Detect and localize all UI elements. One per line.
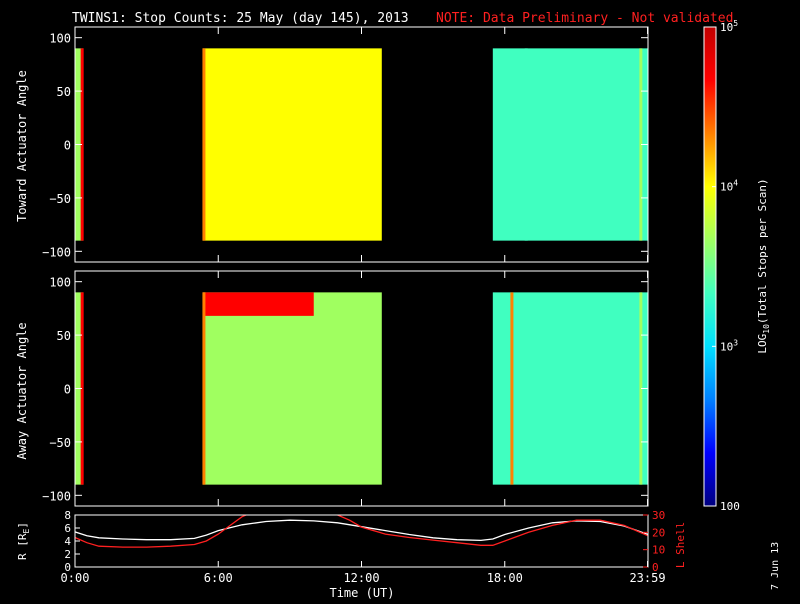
y-tick-label: 0 [64,139,71,153]
colorbar-tick-label: 100 [720,500,740,513]
colorbar-gradient [704,27,716,506]
y-tick-label: 50 [57,329,71,343]
x-tick-label: 18:00 [487,571,523,585]
y-tick-label: 0 [64,383,71,397]
y-tick-label: −100 [42,245,71,259]
y-tick-label-left: 0 [64,561,71,574]
heatmap-segment [492,48,648,241]
away-heatmap-panel: 100 50 0 −50 −100 [42,270,649,507]
colorbar-tick-label: 104 [720,179,738,194]
date-stamp: 7 Jun 13 [770,541,781,590]
colorbar-label: LOG10(Total Stops per Scan) [756,178,771,353]
heatmap-band [202,292,314,316]
colorbar: 105 104 103 100 [703,19,740,513]
r-ylabel: R [RE] [16,522,31,560]
heatmap-feature [524,48,528,241]
y-tick-label-right: 30 [652,509,665,522]
y-tick-label-left: 6 [64,522,71,535]
heatmap-feature [510,292,514,485]
y-tick-label: 50 [57,85,71,99]
x-tick-label: 6:00 [204,571,233,585]
y-tick-label: −100 [42,489,71,503]
colorbar-tick-label: 103 [720,338,738,353]
heatmap-feature [202,292,206,485]
x-tick-label: 0:00 [61,571,90,585]
y-tick-label-left: 4 [64,535,71,548]
y-tick-label-right: 0 [652,561,659,574]
chart-title: TWINS1: Stop Counts: 25 May (day 145), 2… [72,11,409,26]
colorbar-tick-label: 105 [720,19,738,34]
heatmap-feature [80,48,84,241]
colorbar-frame [703,26,717,507]
r-series-line [75,519,648,542]
y-tick-label-right: 20 [652,526,665,539]
heatmap-segment [202,48,382,241]
y-tick-label: 100 [49,32,71,46]
y-tick-label-right: 10 [652,544,665,557]
heatmap-segment [492,292,648,485]
heatmap-segment [202,292,382,485]
toward-ylabel: Toward Actuator Angle [15,70,29,222]
x-tick-label: 23:59 [629,571,665,585]
y-tick-label-left: 2 [64,548,71,561]
heatmap-feature [202,48,206,241]
y-tick-label: −50 [49,192,71,206]
preliminary-note: NOTE: Data Preliminary - Not validated [436,11,733,26]
y-tick-label: −50 [49,436,71,450]
heatmap-feature [80,292,84,485]
lshell-ylabel: L Shell [674,522,687,568]
heatmap-feature [639,48,643,241]
lshell-series-line [75,515,648,548]
away-ylabel: Away Actuator Angle [15,322,29,459]
y-tick-label-left: 8 [64,509,71,522]
x-tick-label: 12:00 [343,571,379,585]
heatmap-feature [639,292,643,485]
y-tick-label: 100 [49,276,71,290]
toward-heatmap-panel: 100 50 0 −50 −100 [42,26,649,263]
time-xlabel: Time (UT) [329,586,394,600]
